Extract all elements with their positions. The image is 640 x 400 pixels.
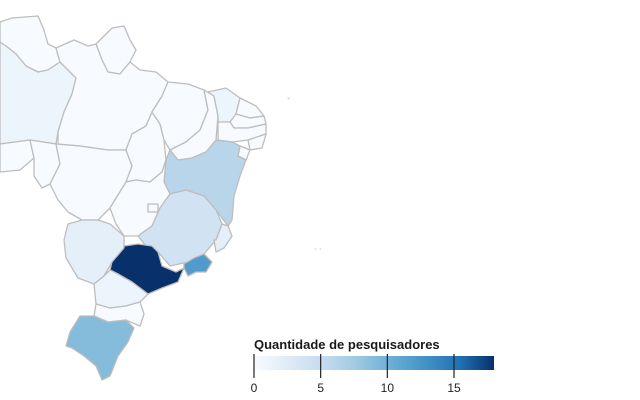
legend-title: Quantidade de pesquisadores (254, 337, 440, 352)
island-mark (314, 248, 321, 250)
state-sao-paulo[interactable] (109, 243, 185, 295)
state-alagoas[interactable] (247, 133, 267, 151)
island-mark (287, 97, 290, 100)
legend-ticks: 0 5 10 15 (251, 354, 461, 395)
legend-color-bar (254, 356, 494, 370)
legend-tick-label: 5 (317, 381, 324, 395)
state-acre[interactable] (0, 139, 35, 173)
legend-tick-label: 0 (251, 381, 258, 395)
color-legend: Quantidade de pesquisadores 0 5 10 15 (251, 337, 494, 395)
legend-tick-label: 10 (381, 381, 395, 395)
state-distrito-federal[interactable] (147, 203, 159, 213)
state-mato-grosso[interactable] (49, 143, 133, 221)
state-rio-de-janeiro[interactable] (183, 253, 213, 277)
state-rio-grande-do-sul[interactable] (65, 315, 135, 381)
legend-tick-label: 15 (447, 381, 461, 395)
state-espirito-santo[interactable] (213, 223, 233, 253)
